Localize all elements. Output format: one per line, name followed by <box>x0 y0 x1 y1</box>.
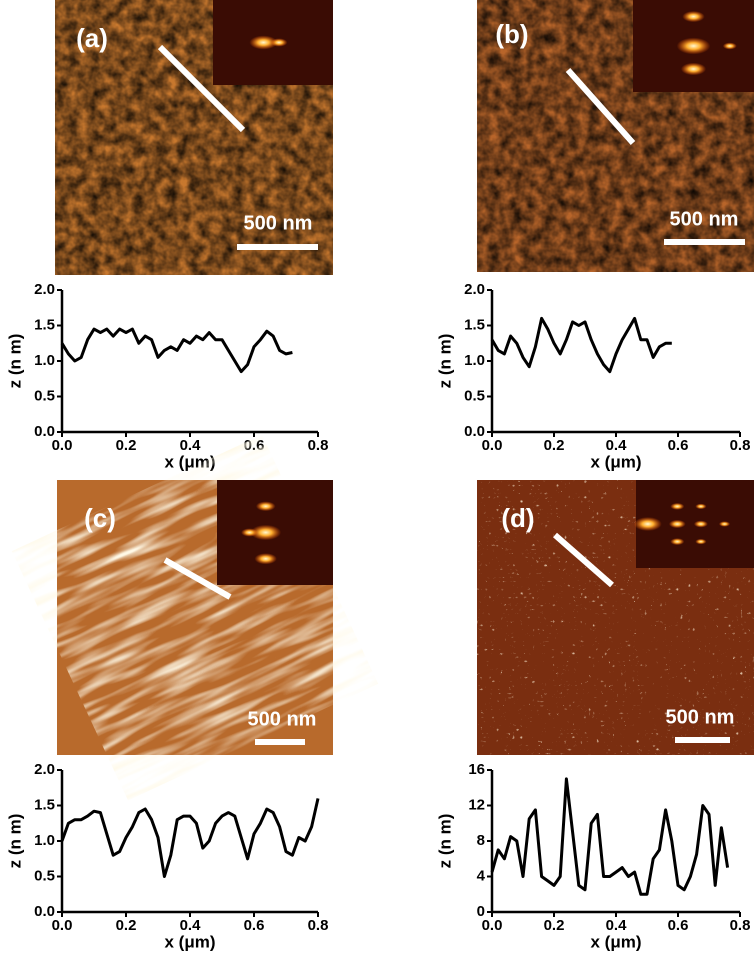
diffraction-spot <box>255 553 277 564</box>
x-tick-label: 0.0 <box>52 437 73 454</box>
y-tick-label: 1.0 <box>34 832 55 849</box>
y-tick-label: 0.5 <box>464 387 485 404</box>
x-tick-label: 0.4 <box>606 437 628 454</box>
diffraction-spot <box>241 528 258 536</box>
panel-label: (c) <box>84 503 116 533</box>
diffraction-spot <box>634 517 662 531</box>
x-tick-label: 0.2 <box>116 437 137 454</box>
x-axis-label: x (μm) <box>164 932 215 951</box>
diffraction-spot <box>670 503 684 510</box>
x-axis-label: x (μm) <box>590 452 641 471</box>
x-tick-label: 0.8 <box>308 917 329 934</box>
y-axis-label: z (n m) <box>5 814 24 869</box>
x-tick-label: 0.4 <box>180 917 202 934</box>
x-tick-label: 0.6 <box>668 437 689 454</box>
x-tick-label: 0.6 <box>668 917 689 934</box>
diffraction-spot <box>669 520 686 528</box>
y-tick-label: 1.0 <box>464 352 485 369</box>
profile-curve <box>492 779 728 894</box>
y-tick-label: 1.0 <box>34 352 55 369</box>
y-axis-label: z (n m) <box>5 334 24 389</box>
scale-bar-label: 500 nm <box>244 212 313 234</box>
figure: (a) 500 nm 0.0 0.5 1.0 1.5 2.0 0.0 0.2 0.4 0.6 0.8 x… <box>0 0 754 961</box>
diffraction-spot <box>681 63 706 76</box>
x-axis-label: x (μm) <box>590 932 641 951</box>
diffraction-spot <box>682 11 704 22</box>
y-tick-label: 8 <box>477 832 485 849</box>
x-tick-label: 0.4 <box>606 917 628 934</box>
panel-label: (b) <box>495 19 528 49</box>
x-tick-label: 0.2 <box>116 917 137 934</box>
x-tick-label: 0.8 <box>308 437 329 454</box>
diffraction-spot <box>719 521 730 527</box>
diffraction-spot <box>694 521 708 528</box>
scale-bar-label: 500 nm <box>666 706 735 728</box>
panel-label: (a) <box>76 23 108 53</box>
panel-label: (d) <box>501 503 534 533</box>
diffraction-spot <box>670 538 684 545</box>
y-tick-label: 2.0 <box>34 761 55 778</box>
y-tick-label: 2.0 <box>464 281 485 298</box>
profile-curve <box>62 798 318 876</box>
y-tick-label: 0.5 <box>34 867 55 884</box>
x-tick-label: 0.0 <box>482 437 503 454</box>
x-tick-label: 0.4 <box>180 437 202 454</box>
scale-bar-label: 500 nm <box>248 708 317 730</box>
x-tick-label: 0.6 <box>244 917 265 934</box>
y-tick-label: 12 <box>468 796 485 813</box>
y-tick-label: 0.5 <box>34 387 55 404</box>
y-tick-label: 1.5 <box>34 316 55 333</box>
x-tick-label: 0.0 <box>52 917 73 934</box>
y-axis-label: z (n m) <box>435 334 454 389</box>
diffraction-spot <box>695 504 706 510</box>
profile-curve <box>62 329 292 372</box>
profile-curve <box>492 318 672 371</box>
x-tick-label: 0.2 <box>544 437 565 454</box>
x-tick-label: 0.8 <box>730 437 751 454</box>
y-tick-label: 2.0 <box>34 281 55 298</box>
diffraction-spot <box>695 539 706 545</box>
y-tick-label: 4 <box>477 867 486 884</box>
x-tick-label: 0.8 <box>730 917 751 934</box>
x-tick-label: 0.2 <box>544 917 565 934</box>
y-tick-label: 1.5 <box>464 316 485 333</box>
diffraction-spot <box>723 43 737 50</box>
diffraction-spot <box>271 38 288 46</box>
scale-bar-label: 500 nm <box>670 208 739 230</box>
y-axis-label: z (n m) <box>435 814 454 869</box>
y-tick-label: 16 <box>468 761 485 778</box>
x-tick-label: 0.0 <box>482 917 503 934</box>
y-tick-label: 1.5 <box>34 796 55 813</box>
diffraction-spot <box>256 501 276 511</box>
diffraction-spot <box>677 38 711 55</box>
